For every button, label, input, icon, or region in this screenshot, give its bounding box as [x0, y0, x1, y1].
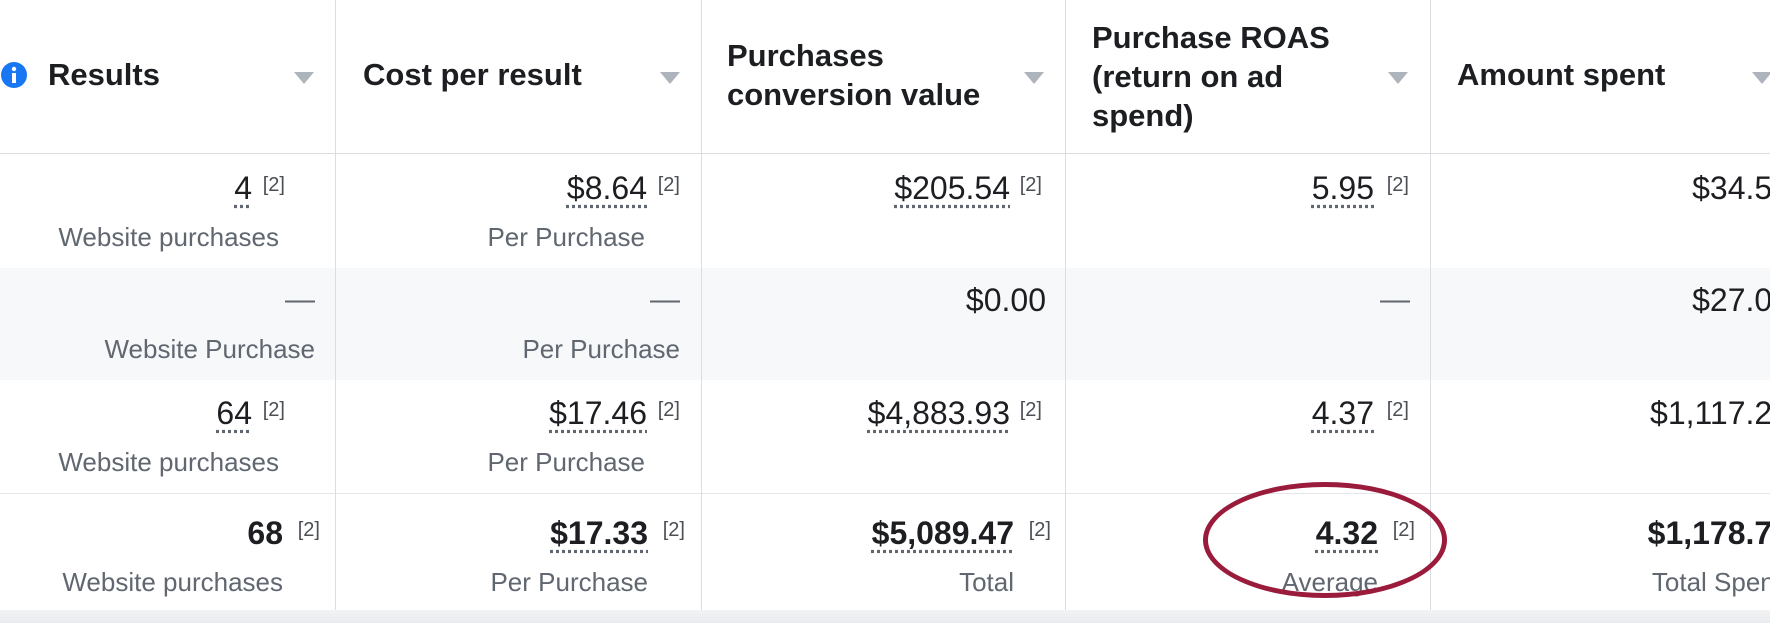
sort-arrow-icon[interactable] — [1024, 72, 1044, 84]
conversion-value-cell: $205.54 [2] — [701, 168, 1046, 258]
roas-cell: — — [1065, 280, 1410, 370]
column-divider — [1430, 0, 1431, 623]
footnote-marker: [2] — [657, 399, 680, 421]
footnote-marker: [2] — [1386, 399, 1409, 421]
cost-type-label: Per Purchase — [522, 334, 680, 364]
conversion-value: $0.00 — [965, 282, 1046, 318]
amount-spent-cell: $1,178.77 Total Spent — [1430, 513, 1770, 603]
footnote-marker: [2] — [1028, 519, 1051, 541]
amount-spent-value: $1,117.23 — [1650, 395, 1770, 431]
results-value: — — [285, 283, 315, 316]
footnote-marker: [2] — [262, 174, 285, 196]
cost-type-label: Per Purchase — [490, 567, 648, 597]
column-divider — [335, 0, 336, 623]
conversion-value: $205.54 — [894, 170, 1010, 206]
sort-arrow-icon[interactable] — [1388, 72, 1408, 84]
results-cell: — Website Purchase — [0, 280, 315, 370]
results-cell: 64 [2] Website purchases — [0, 393, 285, 483]
total-results-value: 68 — [247, 515, 283, 551]
total-amount-spent-value: $1,178.77 — [1647, 515, 1770, 551]
table-row[interactable]: — Website Purchase — Per Purchase $0.00 … — [0, 280, 1770, 375]
footnote-marker: [2] — [662, 519, 685, 541]
results-cell: 4 [2] Website purchases — [0, 168, 285, 258]
amount-spent-cell: $1,117.23 — [1430, 393, 1770, 483]
footnote-marker: [2] — [657, 174, 680, 196]
footnote-marker: [2] — [262, 399, 285, 421]
roas-value: — — [1380, 283, 1410, 316]
column-header-purchase-roas[interactable]: Purchase ROAS (return on ad spend) — [1092, 20, 1330, 133]
results-value: 64 — [216, 395, 252, 431]
total-cost-value: $17.33 — [550, 515, 648, 551]
total-spent-label: Total Spent — [1651, 567, 1770, 597]
table-row[interactable]: 4 [2] Website purchases $8.64 [2] Per Pu… — [0, 168, 1770, 263]
cost-cell: $17.33 [2] Per Purchase — [335, 513, 685, 603]
cost-value: $8.64 — [566, 170, 647, 206]
result-type-label: Website purchases — [62, 567, 283, 597]
cost-type-label: Per Purchase — [487, 447, 645, 477]
cost-cell: $8.64 [2] Per Purchase — [335, 168, 680, 258]
info-icon[interactable] — [0, 61, 28, 89]
amount-spent-cell: $27.00 — [1430, 280, 1770, 370]
column-header-purchases-conversion-value[interactable]: Purchases conversion value — [727, 38, 981, 112]
amount-spent-cell: $34.54 — [1430, 168, 1770, 258]
roas-cell: 4.37 [2] — [1065, 393, 1410, 483]
cost-value: $17.46 — [549, 395, 647, 431]
roas-cell: 5.95 [2] — [1065, 168, 1410, 258]
conversion-value-cell: $0.00 — [701, 280, 1046, 370]
conversion-value-cell: $5,089.47 [2] Total — [701, 513, 1051, 603]
sort-arrow-icon[interactable] — [1752, 72, 1770, 84]
table-row-background — [0, 268, 1770, 380]
row-divider — [0, 493, 1770, 494]
result-type-label: Website Purchase — [104, 334, 315, 364]
cost-value: — — [650, 283, 680, 316]
footnote-marker: [2] — [297, 519, 320, 541]
cost-cell: — Per Purchase — [335, 280, 680, 370]
table-row-total: 68 [2] Website purchases $17.33 [2] Per … — [0, 513, 1770, 608]
results-cell: 68 [2] Website purchases — [0, 513, 320, 603]
cost-cell: $17.46 [2] Per Purchase — [335, 393, 680, 483]
column-header-results[interactable]: Results — [48, 57, 160, 92]
result-type-label: Website purchases — [58, 447, 279, 477]
roas-value: 4.37 — [1311, 395, 1374, 431]
total-label: Total — [959, 567, 1014, 597]
footnote-marker: [2] — [1019, 399, 1042, 421]
conversion-value-cell: $4,883.93 [2] — [701, 393, 1046, 483]
footnote-marker: [2] — [1019, 174, 1042, 196]
column-header-amount-spent[interactable]: Amount spent — [1457, 57, 1666, 92]
result-type-label: Website purchases — [58, 222, 279, 252]
table-row[interactable]: 64 [2] Website purchases $17.46 [2] Per … — [0, 393, 1770, 488]
bottom-edge — [0, 610, 1770, 623]
sort-arrow-icon[interactable] — [294, 72, 314, 84]
column-header-cost-per-result[interactable]: Cost per result — [363, 57, 582, 92]
total-conversion-value: $5,089.47 — [871, 515, 1014, 551]
amount-spent-value: $27.00 — [1692, 282, 1770, 318]
footnote-marker: [2] — [1386, 174, 1409, 196]
sort-arrow-icon[interactable] — [660, 72, 680, 84]
column-divider — [701, 0, 702, 623]
cost-type-label: Per Purchase — [487, 222, 645, 252]
roas-value: 5.95 — [1311, 170, 1374, 206]
conversion-value: $4,883.93 — [867, 395, 1010, 431]
highlight-circle — [1203, 482, 1447, 598]
column-divider — [1065, 0, 1066, 623]
results-value: 4 — [234, 170, 252, 206]
amount-spent-value: $34.54 — [1692, 170, 1770, 206]
